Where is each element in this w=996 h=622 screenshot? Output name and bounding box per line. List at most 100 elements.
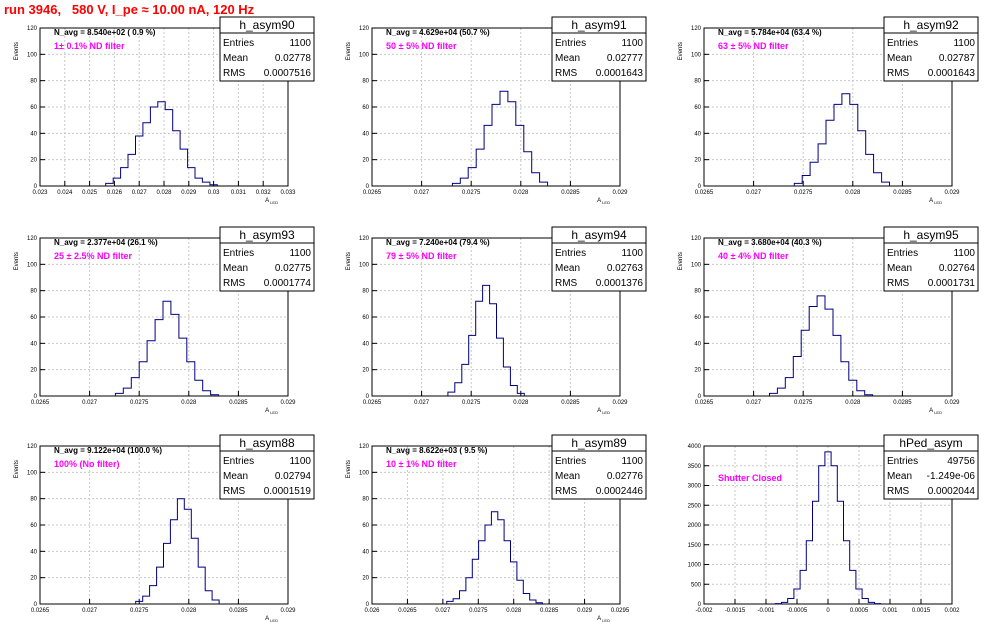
x-tick-label: 0.002	[944, 608, 960, 614]
plot-frame	[371, 27, 621, 187]
x-axis-label-subscript: LED	[269, 410, 278, 415]
x-tick-label: 0.027	[82, 608, 98, 614]
stat-value: 0.0002044	[928, 486, 976, 497]
stat-value: 0.0007516	[264, 68, 312, 79]
x-axis-label: A LED	[265, 198, 278, 205]
y-tick-label: 100	[359, 52, 370, 58]
histogram-name: h_asym88	[239, 436, 295, 450]
x-tick-label: 0.0285	[229, 608, 248, 614]
stat-value: 0.02763	[607, 263, 644, 274]
y-tick-label: 40	[30, 549, 37, 555]
stat-label: Mean	[555, 263, 580, 274]
histogram-series	[451, 90, 549, 186]
x-tick-label: 0.029	[944, 400, 960, 406]
y-tick-label: 500	[691, 582, 702, 588]
stat-label: RMS	[555, 278, 578, 289]
x-axis-label: A LED	[597, 616, 610, 622]
y-tick-label: 100	[691, 52, 702, 58]
plot-frame	[703, 27, 953, 187]
stat-label: Entries	[223, 456, 254, 467]
stat-label: RMS	[223, 278, 246, 289]
y-tick-label: 40	[362, 131, 369, 137]
stat-label: Entries	[223, 248, 254, 259]
stat-value: 0.0001643	[596, 68, 644, 79]
y-tick-label: 120	[359, 444, 370, 450]
y-axis-label: Events	[678, 42, 684, 60]
x-tick-label: 0.033	[280, 190, 296, 196]
y-tick-label: 0	[34, 602, 38, 608]
y-tick-label: 0	[366, 602, 370, 608]
x-tick-label: 0.0275	[462, 190, 481, 196]
x-tick-label: 0.028	[845, 190, 861, 196]
y-tick-label: 80	[694, 79, 701, 85]
x-tick-label: 0.0265	[695, 400, 714, 406]
stat-value: 49756	[947, 456, 975, 467]
x-axis-label-subscript: LED	[601, 410, 610, 415]
histogram-series	[105, 101, 218, 186]
stat-value: 0.02764	[939, 263, 976, 274]
x-tick-label: 0.024	[57, 190, 73, 196]
stat-label: Mean	[887, 471, 912, 482]
x-tick-label: 0.0285	[893, 400, 912, 406]
x-tick-label: 0.0265	[363, 400, 382, 406]
y-axis-label: Events	[14, 252, 20, 270]
y-tick-label: 1500	[688, 543, 702, 549]
y-tick-label: 80	[362, 497, 369, 503]
y-tick-label: 120	[27, 236, 38, 242]
y-tick-label: 60	[30, 315, 37, 321]
stat-label: Entries	[223, 38, 254, 49]
y-tick-label: 20	[694, 368, 701, 374]
y-tick-label: 120	[359, 26, 370, 32]
stat-value: 0.0001519	[264, 486, 312, 497]
stat-label: Mean	[223, 53, 248, 64]
stat-value: 0.02775	[275, 263, 312, 274]
plot-frame	[371, 445, 621, 605]
x-tick-label: 0.027	[746, 190, 762, 196]
x-tick-label: 0.028	[513, 190, 529, 196]
stat-label: Entries	[887, 248, 918, 259]
x-tick-label: 0.0275	[469, 608, 488, 614]
x-tick-label: 0.0295	[611, 608, 630, 614]
y-tick-label: 20	[362, 576, 369, 582]
y-tick-label: 4000	[688, 444, 702, 450]
stat-value: 1100	[953, 38, 975, 49]
stat-value: 0.02777	[607, 53, 644, 64]
n-avg-label: N_avg = 5.784e+04 (63.4 %)	[718, 28, 822, 37]
stat-label: Entries	[887, 456, 918, 467]
y-tick-label: 80	[362, 289, 369, 295]
n-avg-label: N_avg = 8.622e+03 ( 9.5 %)	[386, 446, 488, 455]
plot-frame	[39, 445, 289, 605]
stat-value: 1100	[289, 456, 311, 467]
x-tick-label: 0	[826, 608, 830, 614]
y-tick-label: 100	[27, 52, 38, 58]
histogram-series	[769, 295, 874, 396]
x-axis-label: A LED	[597, 408, 610, 415]
stats-box	[883, 16, 979, 82]
y-tick-label: 100	[691, 262, 702, 268]
histogram-name: h_asym95	[903, 228, 959, 242]
x-tick-label: 0.027	[132, 190, 148, 196]
stat-value: 0.0001376	[596, 278, 644, 289]
y-tick-label: 100	[27, 262, 38, 268]
stat-value: 0.0001643	[928, 68, 976, 79]
x-tick-label: 0.025	[82, 190, 98, 196]
panel-h_asym91: 0.0265 0.027 0.0275 0.028 0.0285 0.029 0 20 40 60…	[346, 16, 647, 205]
filter-label: 25 ± 2.5% ND filter	[54, 251, 132, 261]
y-tick-label: 60	[362, 315, 369, 321]
panel-h_asym90: 0.023 0.024 0.025 0.026 0.027 0.028 0.029 0.03 0…	[14, 16, 315, 205]
filter-label: Shutter Closed	[718, 473, 782, 483]
y-tick-label: 3000	[688, 484, 702, 490]
stat-label: Mean	[555, 53, 580, 64]
y-tick-label: 0	[366, 184, 370, 190]
panel-hPed_asym: -0.002 -0.0015 -0.001 -0.0005 0 0.0005 0.001 0.…	[688, 434, 979, 614]
y-tick-label: 100	[359, 262, 370, 268]
x-tick-label: 0.0285	[229, 400, 248, 406]
y-tick-label: 100	[359, 470, 370, 476]
x-axis-label-subscript: LED	[601, 200, 610, 205]
histogram-series	[135, 498, 220, 604]
stats-box	[883, 226, 979, 292]
x-tick-label: 0.0265	[695, 190, 714, 196]
stat-label: Entries	[887, 38, 918, 49]
x-tick-label: 0.028	[181, 608, 197, 614]
stats-box	[219, 434, 315, 500]
